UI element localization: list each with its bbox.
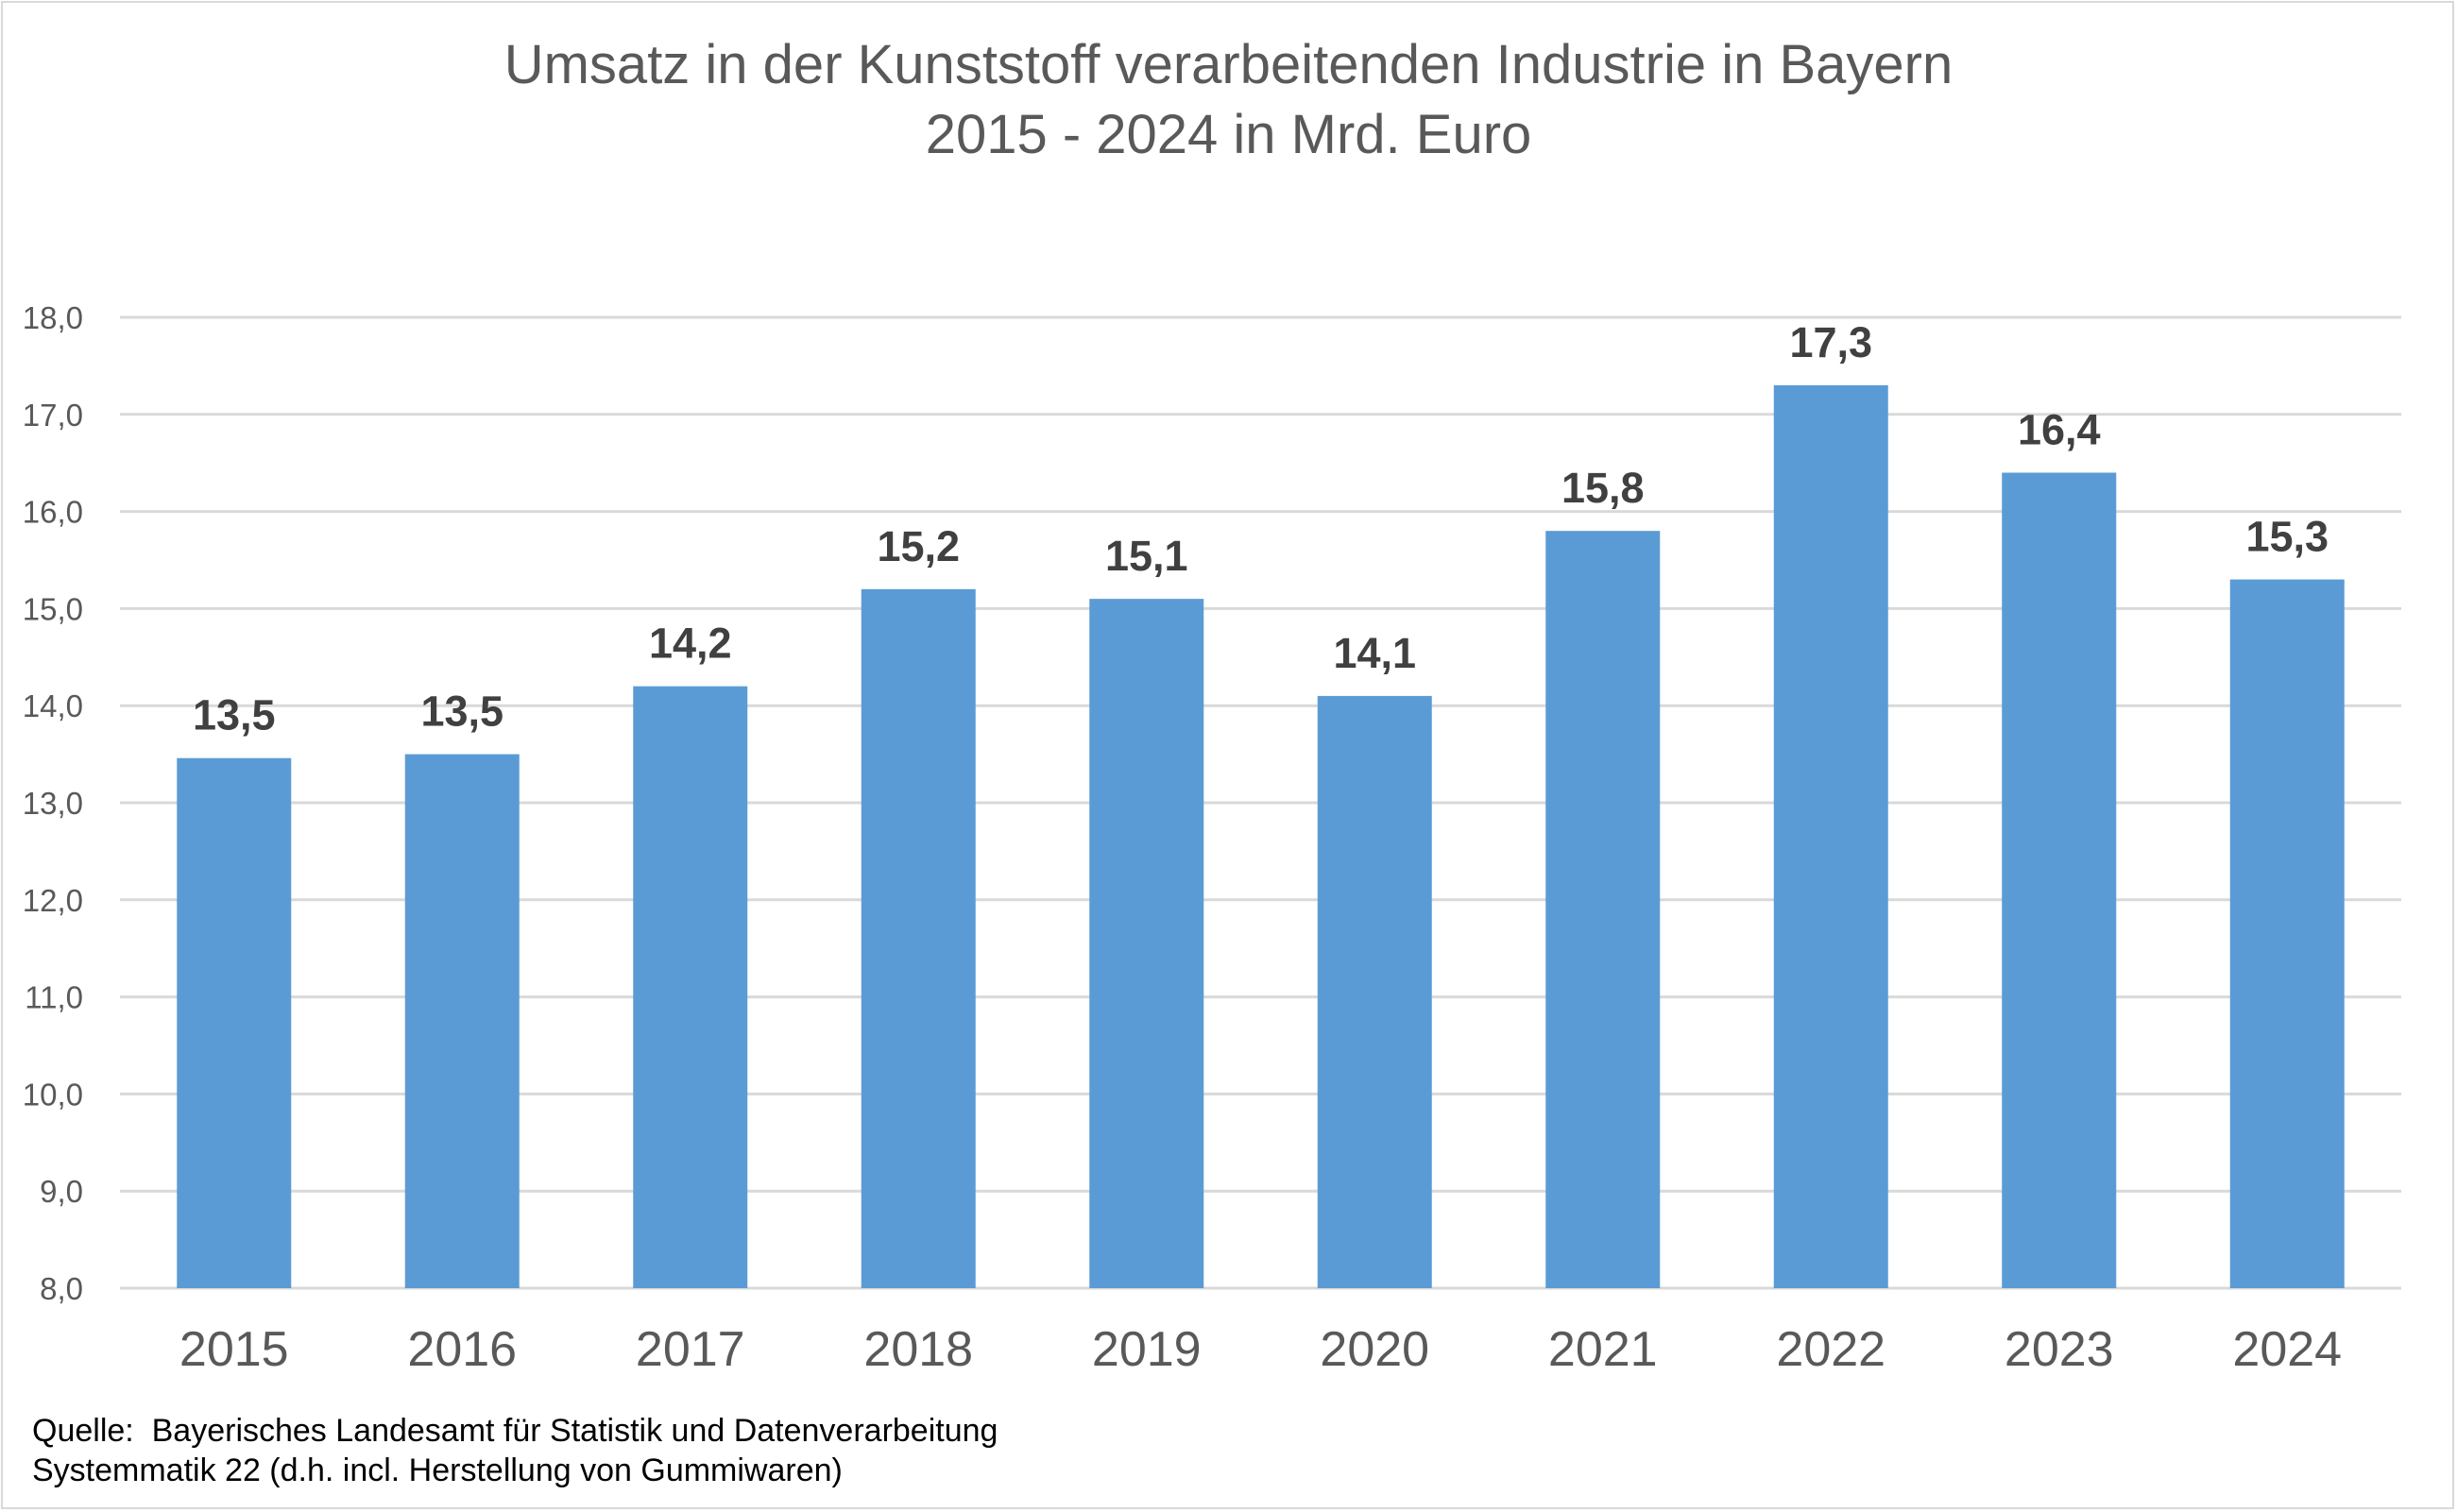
y-tick-label: 13,0	[23, 786, 83, 821]
bar-2019	[1089, 599, 1204, 1288]
bars	[177, 384, 2345, 1289]
y-tick-label: 9,0	[40, 1174, 83, 1209]
source-line-2: Systemmatik 22 (d.h. incl. Herstellung v…	[32, 1453, 843, 1488]
y-axis-tick-labels: 8,0 9,0 10,0 11,0 12,0 13,0 14,0 15,0 16,0 17,0 18…	[23, 300, 83, 1306]
x-axis-category-labels: 2015 2016 2017 2018 2019 2020 2021 2022 2023 2024	[179, 1322, 2342, 1377]
y-tick-label: 15,0	[23, 591, 83, 626]
source-line-1: Quelle: Bayerisches Landesamt für Statis…	[32, 1413, 998, 1449]
data-label: 14,1	[1333, 629, 1416, 677]
bar-2024	[2229, 579, 2345, 1288]
y-tick-label: 11,0	[25, 980, 83, 1015]
data-label: 15,8	[1561, 464, 1645, 512]
y-tick-label: 10,0	[23, 1077, 83, 1112]
y-tick-label: 12,0	[23, 883, 83, 918]
data-label: 15,2	[877, 522, 960, 570]
bar-2016	[404, 754, 520, 1288]
y-tick-label: 14,0	[23, 688, 83, 723]
bar-2021	[1545, 531, 1661, 1288]
data-label: 16,4	[2018, 405, 2101, 453]
data-label: 15,1	[1105, 532, 1188, 580]
y-tick-label: 8,0	[40, 1271, 83, 1306]
x-tick-label: 2016	[407, 1322, 517, 1377]
bar-2020	[1317, 695, 1432, 1288]
bar-2022	[1773, 384, 1888, 1289]
data-label: 15,3	[2245, 513, 2329, 561]
data-label: 17,3	[1789, 318, 1872, 366]
x-tick-label: 2021	[1548, 1322, 1658, 1377]
x-tick-label: 2022	[1776, 1322, 1885, 1377]
data-labels: 13,5 13,5 14,2 15,2 15,1 14,1 15,8 17,3 16,4 15,3	[193, 318, 2329, 739]
source-note: Quelle: Bayerisches Landesamt für Statis…	[32, 1411, 998, 1490]
x-tick-label: 2023	[2005, 1322, 2114, 1377]
x-tick-label: 2024	[2232, 1322, 2342, 1377]
chart-title: Umsatz in der Kunststoff verarbeitenden …	[503, 34, 1954, 95]
chart-title-block: Umsatz in der Kunststoff verarbeitenden …	[0, 30, 2457, 170]
chart-subtitle: 2015 - 2024 in Mrd. Euro	[925, 104, 1532, 165]
x-tick-label: 2015	[179, 1322, 289, 1377]
data-label: 13,5	[420, 688, 503, 736]
bar-2017	[633, 686, 748, 1288]
y-tick-label: 18,0	[23, 300, 83, 335]
data-label: 14,2	[649, 620, 732, 668]
x-tick-label: 2017	[636, 1322, 745, 1377]
x-tick-label: 2019	[1092, 1322, 1202, 1377]
bar-2015	[177, 757, 292, 1288]
y-tick-label: 16,0	[23, 495, 83, 530]
data-label: 13,5	[193, 691, 276, 739]
x-tick-label: 2018	[863, 1322, 973, 1377]
y-tick-label: 17,0	[23, 398, 83, 433]
x-tick-label: 2020	[1320, 1322, 1429, 1377]
bar-2018	[861, 588, 976, 1288]
bar-2023	[2002, 472, 2117, 1289]
